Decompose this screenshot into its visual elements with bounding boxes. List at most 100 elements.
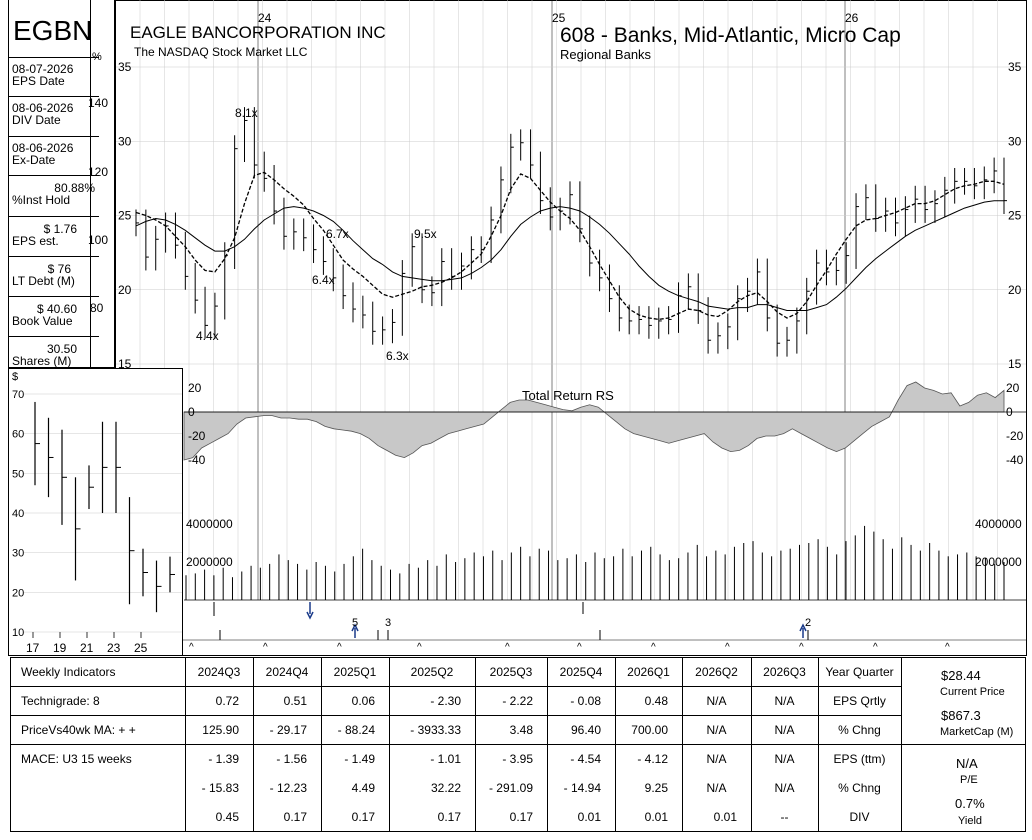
quarter-caret: ^	[263, 642, 268, 653]
quarter-caret: ^	[189, 642, 194, 653]
inset-x-label: 17	[26, 641, 40, 655]
table-value-cell: - 1.49	[344, 751, 375, 766]
table-value-cell: 0.17	[351, 809, 375, 824]
yield-value: 0.7%	[955, 796, 985, 811]
inset-axis-label: 50	[12, 468, 24, 480]
pe-label: P/E	[960, 774, 978, 786]
industry-group: 608 - Banks, Mid-Atlantic, Micro Cap	[560, 24, 901, 47]
table-value-cell: 0.45	[215, 809, 239, 824]
quarter-caret: ^	[873, 642, 878, 653]
table-quarter-header: 2026Q3	[763, 665, 806, 679]
table-value-cell: - 1.39	[208, 751, 239, 766]
table-header-label: Weekly Indicators	[21, 665, 116, 679]
pct-tick-140: 140	[88, 96, 108, 110]
volume-axis-label-right: 4000000	[975, 517, 1022, 531]
table-value-cell: 0.51	[283, 693, 307, 708]
volume-axis-label-right: 2000000	[975, 555, 1022, 569]
pe-annotation: 9.5x	[414, 227, 437, 241]
rs-axis-label-right: 0	[1006, 405, 1013, 419]
arrow-up-marker	[351, 623, 359, 638]
price-axis-label-right: 20	[1008, 283, 1022, 297]
table-value-cell: 0.01	[713, 809, 737, 824]
table-value-cell: N/A	[706, 722, 727, 737]
table-value-cell: - 88.24	[337, 722, 375, 737]
table-metric-label: % Chng	[838, 780, 881, 795]
inset-x-label: 23	[107, 641, 121, 655]
table-value-cell: 125.90	[202, 722, 239, 737]
table-row-label	[11, 773, 185, 802]
pe-value: N/A	[956, 756, 978, 771]
table-value-cell: 4.49	[351, 780, 375, 795]
table-value-cell: - 29.17	[269, 722, 307, 737]
price-axis-label-left: 30	[118, 134, 132, 148]
inset-axis-label: 60	[12, 429, 24, 441]
table-value-cell: N/A	[774, 693, 795, 708]
year-label-26: 26	[845, 11, 859, 25]
table-quarter-header: 2025Q1	[333, 665, 377, 679]
pe-annotation: 6.3x	[386, 349, 409, 363]
current-price-label: Current Price	[940, 686, 1005, 698]
year-label-24: 24	[258, 11, 272, 25]
event-marker-5: 5	[352, 617, 358, 629]
table-value-cell: - 4.12	[637, 751, 668, 766]
quarter-caret: ^	[799, 642, 804, 653]
table-value-cell: - 4.54	[570, 751, 601, 766]
table-value-cell: N/A	[774, 722, 795, 737]
table-value-cell: 0.17	[283, 809, 307, 824]
pe-annotation: 6.7x	[326, 227, 349, 241]
table-quarter-header: 2025Q2	[410, 665, 454, 679]
table-quarter-header: 2026Q2	[695, 665, 738, 679]
info-inst-hold: 80.88% %Inst Hold	[9, 175, 99, 206]
price-axis-label-right: 25	[1008, 209, 1022, 223]
volume-axis-label-left: 4000000	[186, 517, 233, 531]
table-value-cell: 32.22	[430, 780, 461, 795]
quarter-caret: ^	[505, 642, 510, 653]
table-quarter-header: 2025Q4	[559, 665, 603, 679]
table-value-cell: N/A	[706, 693, 727, 708]
rs-axis-label-left: -20	[188, 429, 206, 443]
table-row-label	[11, 802, 185, 831]
market-cap-label: MarketCap (M)	[940, 726, 1014, 738]
table-value-cell: N/A	[706, 751, 727, 766]
info-div-date: 08-06-2026 DIV Date	[9, 96, 99, 126]
quarter-caret: ^	[417, 642, 422, 653]
table-value-cell: - 15.83	[201, 780, 239, 795]
inset-axis-label: 20	[12, 587, 24, 599]
table-value-cell: 0.06	[351, 693, 375, 708]
table-metric-label: EPS (ttm)	[833, 751, 886, 766]
pct-tick-120: 120	[88, 165, 108, 179]
table-value-cell: 0.01	[577, 809, 601, 824]
indicator-table: Weekly Indicators 2024Q3 2024Q4 2025Q1 2025Q…	[10, 657, 1026, 832]
inset-axis-label: 30	[12, 548, 24, 560]
table-quarter-header: 2024Q3	[197, 665, 241, 679]
pe-annotation: 8.1x	[235, 106, 258, 120]
table-value-cell: - 0.08	[570, 693, 601, 708]
table-value-cell: 0.17	[509, 809, 533, 824]
table-value-cell: - 2.30	[430, 693, 461, 708]
rs-area	[183, 381, 1005, 461]
inset-axis-label: 40	[12, 508, 24, 520]
table-row-label: MACE: U3 15 weeks	[21, 751, 132, 766]
event-marker-3: 3	[385, 617, 391, 629]
table-value-cell: --	[780, 809, 789, 824]
table-value-cell: N/A	[774, 751, 795, 766]
price-axis-label-left: 15	[118, 357, 132, 371]
table-value-cell: N/A	[774, 780, 795, 795]
table-metric-label: DIV	[849, 809, 870, 824]
rs-axis-label-right: 20	[1006, 381, 1020, 395]
rs-axis-label-right: -20	[1006, 429, 1024, 443]
table-value-cell: 0.72	[215, 693, 239, 708]
rs-axis-label-left: -40	[188, 453, 206, 467]
table-value-cell: - 3.95	[502, 751, 533, 766]
inset-dollar-unit: $	[12, 371, 18, 383]
table-value-cell: 0.17	[437, 809, 461, 824]
ticker-symbol: EGBN	[13, 15, 93, 46]
market-cap: $867.3	[941, 708, 981, 723]
yield-label: Yield	[958, 815, 983, 827]
table-year-quarter-label: Year Quarter	[825, 665, 894, 679]
table-row-label: Technigrade: 8	[21, 693, 100, 708]
price-axis-label-left: 35	[118, 60, 132, 74]
table-value-cell: 3.48	[509, 722, 533, 737]
inset-x-label: 21	[80, 641, 94, 655]
